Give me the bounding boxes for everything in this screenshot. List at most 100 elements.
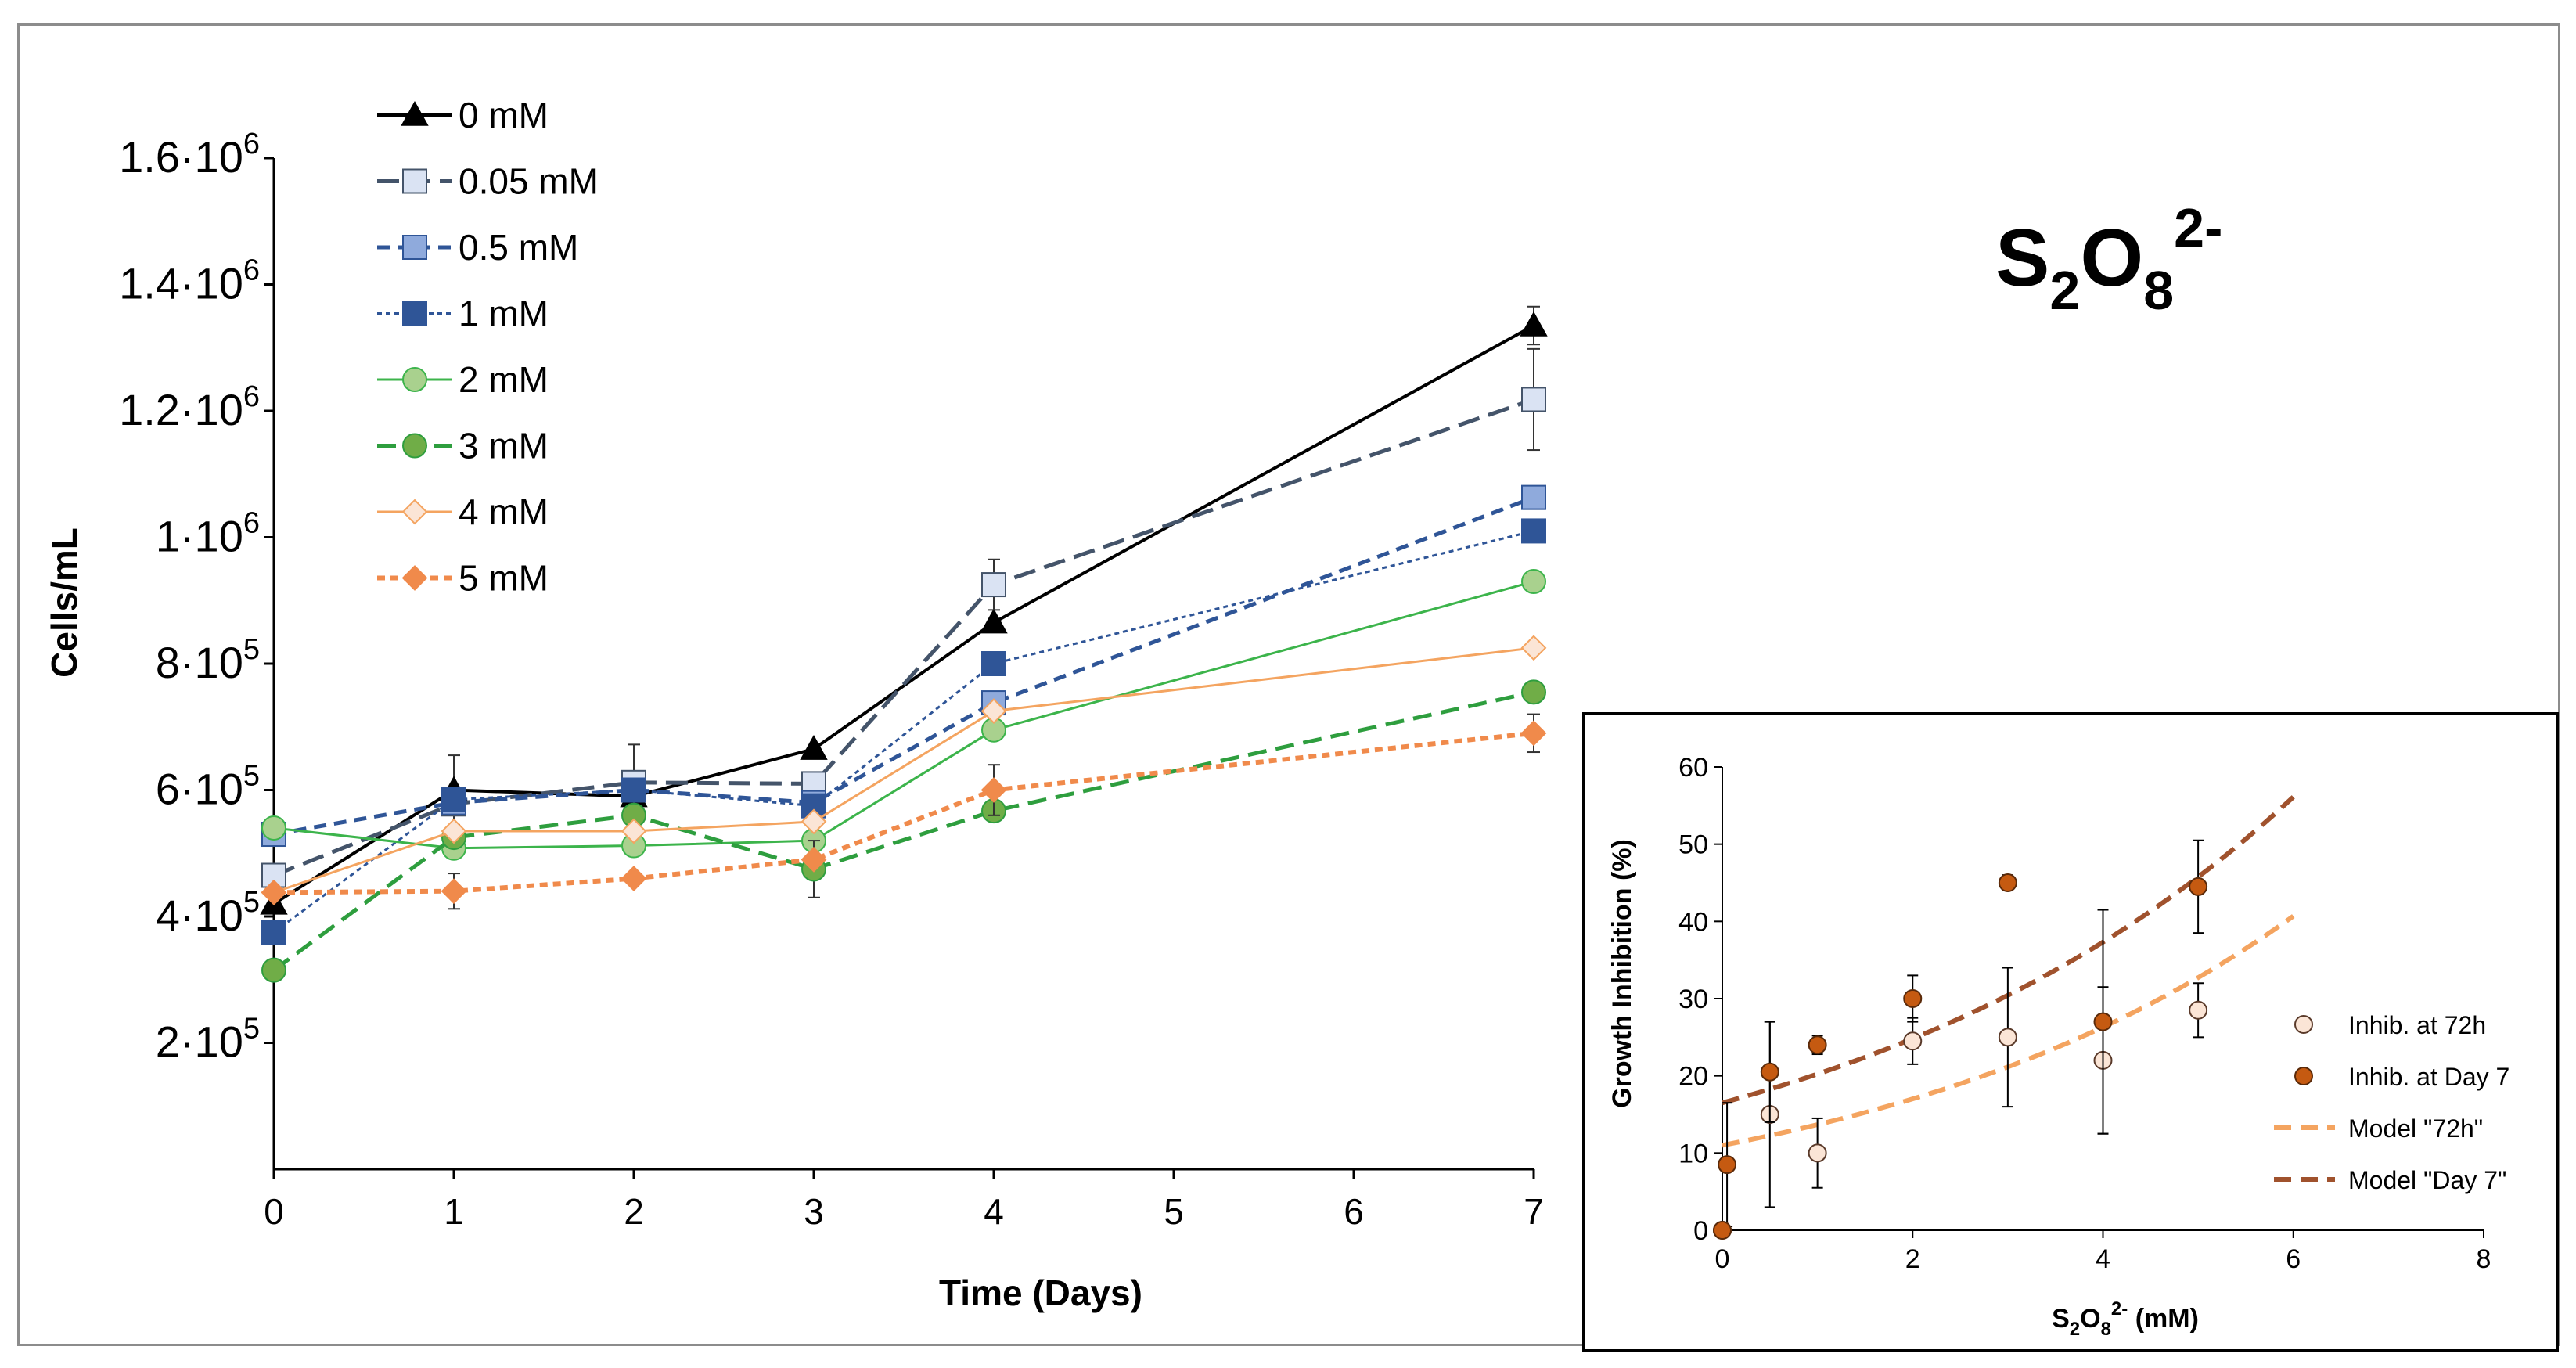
inset-legend-label: Model "Day 7" (2348, 1166, 2506, 1194)
main-series-group (260, 305, 1548, 983)
data-point (1521, 484, 1546, 510)
data-point (981, 572, 1006, 598)
legend-marker (401, 565, 428, 591)
data-point (621, 866, 647, 891)
x-tick-label: 4 (984, 1191, 1004, 1232)
inset-x-tick-label: 0 (1715, 1244, 1730, 1274)
inset-point (2189, 877, 2208, 896)
data-point (980, 608, 1008, 634)
inset-series-Inhib.-at-72h (1713, 967, 2208, 1240)
data-point (981, 651, 1006, 676)
series-line (273, 398, 1534, 877)
data-point (621, 818, 647, 844)
data-point (980, 698, 1007, 724)
inset-point (2093, 1012, 2113, 1031)
x-tick-label: 7 (1524, 1191, 1544, 1232)
inset-y-tick-label: 50 (1678, 830, 1708, 860)
legend-label: 2 mM (459, 359, 549, 400)
series-line (273, 730, 1534, 895)
data-point (1521, 518, 1546, 544)
data-point (801, 808, 827, 835)
y-tick-label: 6·105 (156, 760, 260, 814)
inset-legend-label: Inhib. at 72h (2348, 1011, 2486, 1039)
legend-marker (402, 168, 427, 194)
x-axis-label: Time (Days) (939, 1273, 1142, 1313)
series-line (272, 689, 1534, 972)
main-axes: 0 1 2 3 4 5 6 7 2·105 4·105 6·105 8·105 1·106 1.2·106… (119, 128, 1544, 1232)
legend-marker (401, 499, 428, 525)
data-point (441, 878, 467, 905)
legend-label: 0 mM (459, 95, 549, 135)
inset-point (1903, 989, 1923, 1008)
inset-y-tick-label: 40 (1678, 907, 1708, 937)
inset-axes: 0 10 20 30 40 50 60 0 2 4 6 8 (1678, 753, 2491, 1274)
inset-points (1713, 839, 2208, 1240)
legend-marker (402, 433, 427, 459)
data-point (800, 734, 828, 760)
x-tick-label: 5 (1164, 1191, 1184, 1232)
x-tick-label: 6 (1344, 1191, 1364, 1232)
inset-legend-label: Model "72h" (2348, 1114, 2483, 1143)
series-5-mM (261, 713, 1547, 910)
series-line (273, 646, 1534, 894)
x-tick-label: 3 (804, 1191, 824, 1232)
data-point (1521, 679, 1546, 705)
legend-marker (401, 100, 429, 126)
inset-y-tick-label: 10 (1678, 1139, 1708, 1168)
inset-point (2189, 1000, 2208, 1020)
inset-legend-marker (2294, 1067, 2313, 1085)
y-tick-label: 1.2·106 (119, 380, 260, 434)
inset-point (1808, 1035, 1827, 1055)
data-point (980, 777, 1007, 803)
data-point (801, 846, 827, 873)
y-axis-label: Cells/mL (44, 527, 85, 678)
inset-point (1903, 1031, 1923, 1051)
inset-legend-marker (2294, 1015, 2313, 1034)
inset-y-tick-label: 20 (1678, 1062, 1708, 1092)
inset-point (1998, 873, 2017, 892)
data-point (441, 787, 466, 812)
inset-legend-label: Inhib. at Day 7 (2348, 1063, 2509, 1091)
data-point (261, 920, 286, 945)
inset-legend: Inhib. at 72h Inhib. at Day 7 Model "72h" M… (2274, 1011, 2509, 1194)
data-point (1521, 387, 1546, 412)
inset-y-axis-label: Growth Inhibition (%) (1607, 839, 1637, 1108)
series-1-mM (261, 518, 1546, 945)
data-point (1520, 635, 1547, 661)
y-tick-label: 4·105 (156, 886, 260, 940)
x-tick-label: 2 (624, 1191, 644, 1232)
y-tick-label: 2·105 (156, 1013, 260, 1067)
data-point (621, 777, 646, 803)
data-point (261, 815, 286, 841)
legend-label: 5 mM (459, 558, 549, 599)
inset-point (1998, 1028, 2017, 1047)
data-point (1520, 311, 1548, 337)
data-point (1520, 720, 1547, 747)
inset-y-tick-label: 60 (1678, 753, 1708, 783)
inset-y-tick-label: 30 (1678, 985, 1708, 1014)
inset-series-Inhib.-at-Day-7 (1713, 839, 2208, 1240)
y-tick-label: 1.6·106 (119, 128, 260, 182)
data-point (441, 818, 467, 844)
legend-marker (402, 235, 427, 260)
inset-panel: 0 10 20 30 40 50 60 0 2 4 6 8 Inhib. at 72h Inhib. a… (1582, 712, 2559, 1352)
data-point (1521, 569, 1546, 595)
series-line (273, 580, 1534, 850)
inset-point (1718, 1155, 1737, 1175)
inset-x-tick-label: 2 (1905, 1244, 1920, 1274)
legend-label: 1 mM (459, 293, 549, 334)
data-point (261, 862, 286, 888)
inset-point (1808, 1143, 1827, 1163)
x-tick-label: 0 (264, 1191, 284, 1232)
inset-x-tick-label: 6 (2286, 1244, 2301, 1274)
legend-label: 3 mM (459, 426, 549, 466)
inset-x-tick-label: 8 (2477, 1244, 2491, 1274)
y-tick-label: 1·106 (156, 507, 260, 561)
legend-label: 0.5 mM (459, 227, 578, 268)
legend-label: 4 mM (459, 491, 549, 532)
series-line (273, 495, 1534, 837)
inset-x-tick-label: 4 (2096, 1244, 2110, 1274)
series-line (273, 529, 1534, 934)
